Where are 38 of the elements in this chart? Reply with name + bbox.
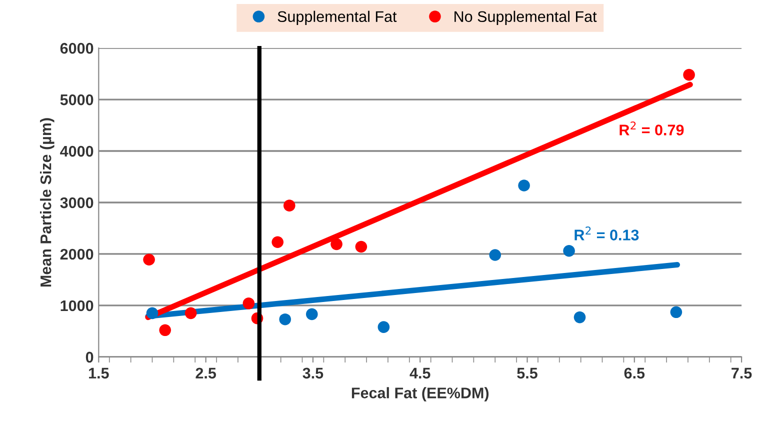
point [563, 244, 575, 257]
x-tick-label: 3.5 [302, 368, 324, 379]
y-tick-label: 2000 [60, 248, 94, 260]
point [184, 307, 197, 320]
point [670, 306, 682, 318]
y-tick-label: 3000 [60, 197, 94, 208]
y-tick-label: 6000 [60, 42, 94, 54]
x-tick-label: 1.5 [89, 368, 109, 379]
point [146, 307, 158, 320]
point [306, 308, 318, 320]
point [159, 324, 172, 336]
x-tick-label: 5.5 [517, 368, 538, 379]
annotation: R$^{2}$ = 0.13 [574, 226, 639, 240]
point [574, 311, 586, 324]
point [355, 240, 368, 253]
x-tick-label: 6.5 [624, 368, 645, 379]
y-tick-label: 0 [86, 352, 94, 363]
point [272, 236, 284, 248]
legend-label: No Supplemental Fat [454, 10, 597, 26]
y-tick-label: 1000 [60, 300, 94, 312]
point [143, 254, 155, 266]
point [330, 238, 342, 250]
point [683, 68, 695, 81]
x-tick-label: 7.5 [732, 368, 752, 379]
point [378, 321, 390, 333]
y-tick-label: 4000 [60, 146, 94, 157]
x-tick-label: 2.5 [196, 368, 216, 379]
point [283, 200, 296, 212]
annotation: R$^{2}$ = 0.79 [620, 121, 684, 136]
x-tick-label: 4.5 [410, 368, 430, 379]
point [489, 249, 502, 261]
y-tick-label: 5000 [60, 94, 94, 106]
point [279, 313, 292, 326]
point [242, 297, 255, 310]
x-axis-title: Fecal Fat (EE%DM) [352, 387, 489, 402]
point [518, 180, 530, 192]
legend-label: Supplemental Fat [278, 10, 397, 26]
y-axis-title: Mean Particle Size (µm) [40, 118, 54, 287]
